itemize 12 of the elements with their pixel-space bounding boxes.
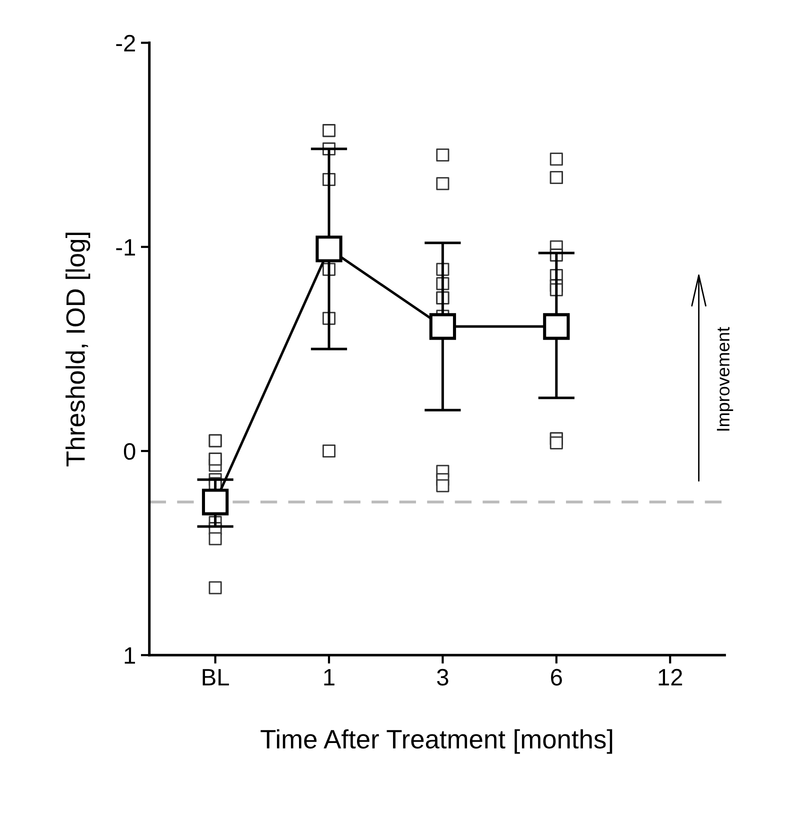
x-tick-label: 6 xyxy=(551,668,562,686)
x-tick-label: BL xyxy=(202,669,229,686)
x-tick-label: 1 xyxy=(324,669,334,686)
y-tick-label: -2 xyxy=(116,34,135,52)
y-tick-label: -1 xyxy=(116,239,135,256)
x-tick-label: 12 xyxy=(658,668,682,686)
y-axis-title: Threshold, IOD [log] xyxy=(66,232,90,466)
y-tick-label: 0 xyxy=(124,443,136,460)
x-tick-label: 3 xyxy=(437,668,448,686)
x-axis-title: Time After Treatment [months] xyxy=(260,729,612,754)
y-tick-label: 1 xyxy=(124,647,135,664)
annotation: Improvement xyxy=(716,327,734,431)
